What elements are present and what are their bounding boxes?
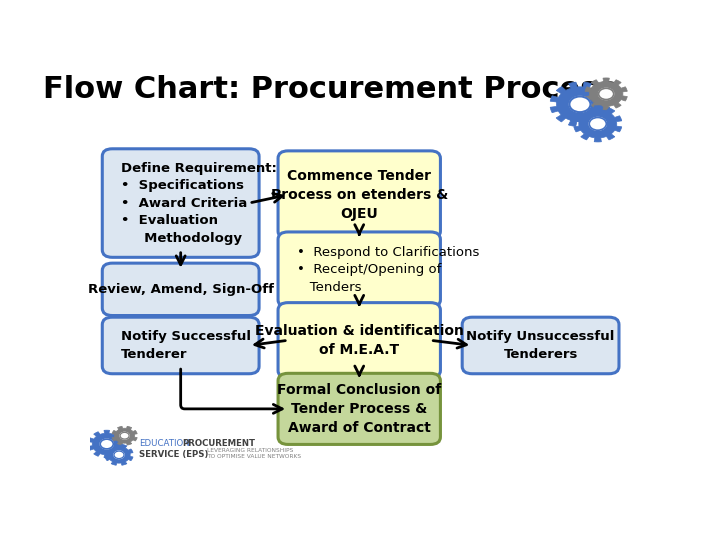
Text: PROCUREMENT: PROCUREMENT xyxy=(182,438,255,448)
Circle shape xyxy=(589,118,606,130)
Text: Formal Conclusion of
Tender Process &
Award of Contract: Formal Conclusion of Tender Process & Aw… xyxy=(277,383,441,435)
FancyBboxPatch shape xyxy=(278,302,441,378)
FancyBboxPatch shape xyxy=(278,232,441,307)
FancyBboxPatch shape xyxy=(462,317,619,374)
Polygon shape xyxy=(112,426,138,445)
FancyBboxPatch shape xyxy=(102,149,259,258)
FancyBboxPatch shape xyxy=(278,373,441,444)
Circle shape xyxy=(100,439,113,449)
FancyBboxPatch shape xyxy=(102,317,259,374)
Text: Evaluation & identification
of M.E.A.T: Evaluation & identification of M.E.A.T xyxy=(255,324,464,357)
Circle shape xyxy=(114,451,124,458)
Polygon shape xyxy=(105,444,133,465)
FancyBboxPatch shape xyxy=(102,263,259,315)
Text: •  Respond to Clarifications
•  Receipt/Opening of
   Tenders: • Respond to Clarifications • Receipt/Op… xyxy=(297,246,480,294)
Text: LEVERAGING RELATIONSHIPS: LEVERAGING RELATIONSHIPS xyxy=(207,448,294,453)
Polygon shape xyxy=(550,82,610,126)
Polygon shape xyxy=(574,106,622,142)
Text: Notify Unsuccessful
Tenderers: Notify Unsuccessful Tenderers xyxy=(467,330,615,361)
Circle shape xyxy=(598,89,613,99)
Text: Review, Amend, Sign-Off: Review, Amend, Sign-Off xyxy=(88,283,274,296)
Text: EDUCATION: EDUCATION xyxy=(139,438,190,448)
Text: TO OPTIMISE VALUE NETWORKS: TO OPTIMISE VALUE NETWORKS xyxy=(207,454,301,460)
Text: Notify Successful
Tenderer: Notify Successful Tenderer xyxy=(121,330,251,361)
Text: Define Requirement:
•  Specifications
•  Award Criteria
•  Evaluation
     Metho: Define Requirement: • Specifications • A… xyxy=(121,161,277,245)
Polygon shape xyxy=(585,78,627,110)
Text: SERVICE (EPS): SERVICE (EPS) xyxy=(139,450,209,459)
Circle shape xyxy=(570,97,590,112)
Text: Flow Chart: Procurement Process: Flow Chart: Procurement Process xyxy=(43,75,617,104)
FancyBboxPatch shape xyxy=(278,151,441,239)
Circle shape xyxy=(120,433,129,439)
Text: Commence Tender
Process on etenders &
OJEU: Commence Tender Process on etenders & OJ… xyxy=(271,169,448,221)
Polygon shape xyxy=(89,430,125,458)
